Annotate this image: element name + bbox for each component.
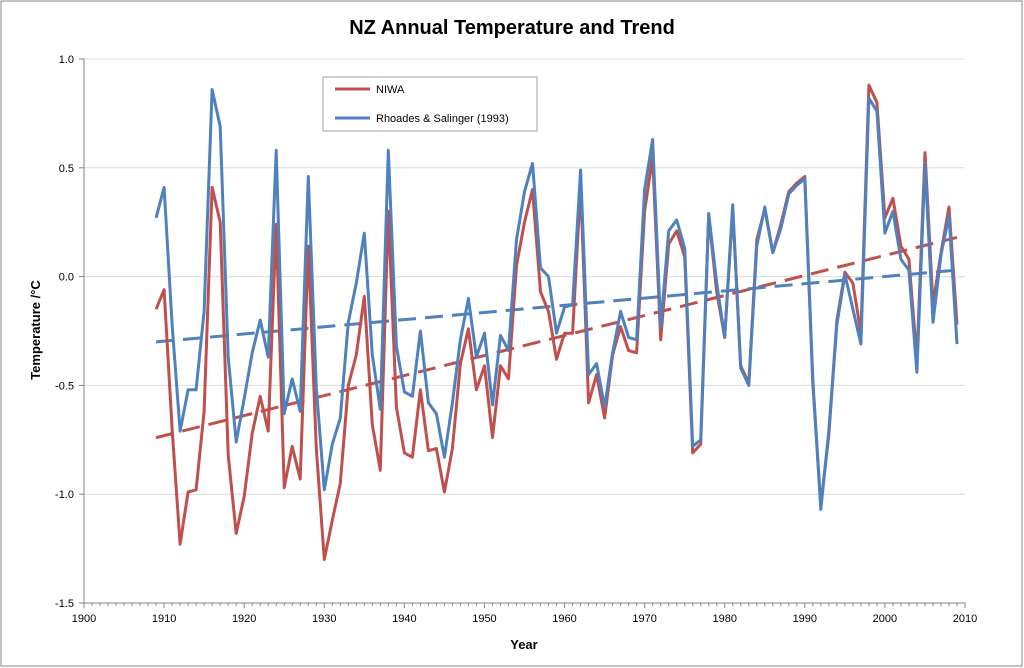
series-line-rhoades-salinger-1993	[154, 88, 959, 511]
x-tick-label: 2010	[953, 613, 977, 625]
x-tick-label: 1920	[232, 613, 256, 625]
legend-label-rhoades-salinger: Rhoades & Salinger (1993)	[376, 113, 509, 125]
x-tick-label: 2000	[873, 613, 897, 625]
x-tick-label: 1960	[552, 613, 576, 625]
legend-label-niwa: NIWA	[376, 84, 405, 96]
x-tick-label: 1930	[312, 613, 336, 625]
x-tick-label: 1980	[712, 613, 736, 625]
y-tick-label: -1.5	[55, 598, 74, 610]
x-axis-title: Year	[510, 637, 537, 652]
chart-title: NZ Annual Temperature and Trend	[349, 17, 675, 39]
trend-layer	[155, 235, 958, 440]
y-axis-title: Temperature /°C	[28, 280, 43, 380]
y-tick-label: -1.0	[55, 489, 74, 501]
x-tick-label: 1950	[472, 613, 496, 625]
x-tick-label: 1940	[392, 613, 416, 625]
trend-line-niwa	[155, 235, 958, 440]
axis-layer: 1.0 0.5 0.0 -0.5 -1.0 -1.5 1900 1910 1920 1930 194…	[55, 54, 977, 625]
y-tick-label: -0.5	[55, 380, 74, 392]
x-tick-label: 1990	[793, 613, 817, 625]
legend: NIWA Rhoades & Salinger (1993)	[322, 76, 538, 132]
x-tick-label: 1900	[72, 613, 96, 625]
y-tick-label: 0.5	[59, 163, 74, 175]
y-tick-label: 1.0	[59, 54, 74, 66]
x-tick-label: 1970	[632, 613, 656, 625]
x-tick-label: 1910	[152, 613, 176, 625]
y-tick-label: 0.0	[59, 272, 74, 284]
legend-box	[322, 76, 538, 132]
series-layer	[154, 83, 959, 561]
